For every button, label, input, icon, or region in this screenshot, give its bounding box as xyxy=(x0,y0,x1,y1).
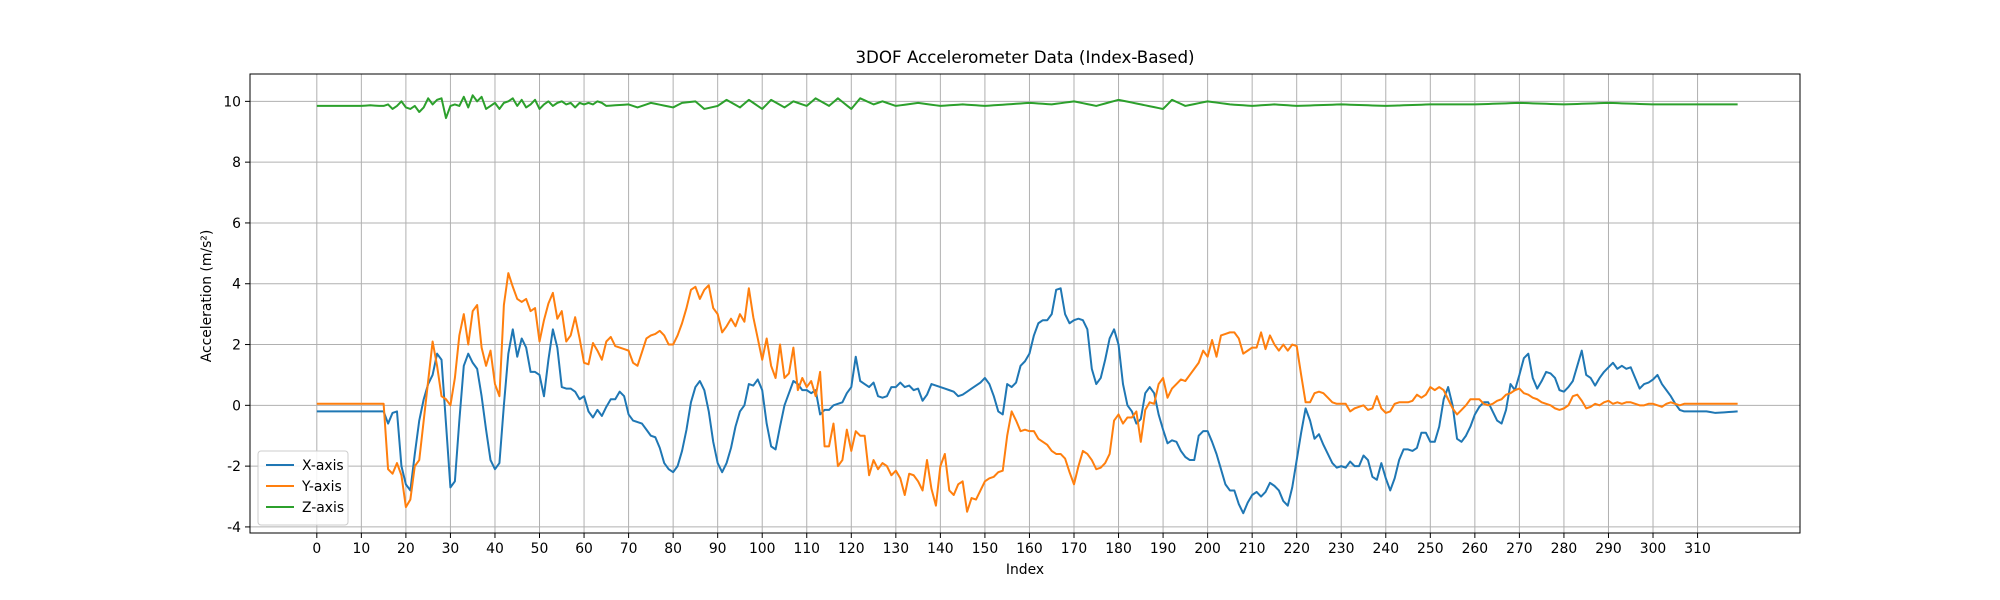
y-tick-label: -4 xyxy=(227,520,241,536)
x-tick-label: 80 xyxy=(664,541,682,557)
x-tick-label: 30 xyxy=(442,541,460,557)
x-tick-label: 70 xyxy=(620,541,638,557)
series-line-x-axis xyxy=(316,287,1738,515)
x-tick-label: 200 xyxy=(1194,541,1221,557)
x-tick-label: 210 xyxy=(1239,541,1266,557)
legend: X-axis Y-axis Z-axis xyxy=(257,450,349,526)
x-tick-label: 60 xyxy=(575,541,593,557)
x-tick-label: 90 xyxy=(709,541,727,557)
x-tick-label: 140 xyxy=(927,541,954,557)
plot-frame xyxy=(249,73,1801,534)
series-line-z-axis xyxy=(316,94,1738,120)
chart-title: 3DOF Accelerometer Data (Index-Based) xyxy=(855,47,1194,67)
x-tick-label: 160 xyxy=(1016,541,1043,557)
x-tick-label: 120 xyxy=(838,541,865,557)
y-tick-label: 2 xyxy=(232,338,241,354)
x-tick-label: 50 xyxy=(531,541,549,557)
x-tick-label: 280 xyxy=(1551,541,1578,557)
y-tick-label: 4 xyxy=(232,277,241,293)
x-tick-label: 40 xyxy=(486,541,504,557)
grid-lines xyxy=(250,74,1800,533)
x-axis-label: Index xyxy=(1006,562,1044,578)
series-lines xyxy=(316,94,1738,515)
legend-label: Z-axis xyxy=(302,500,344,516)
x-tick-label: 240 xyxy=(1373,541,1400,557)
x-tick-label: 10 xyxy=(353,541,371,557)
y-tick-label: 6 xyxy=(232,216,241,232)
x-tick-label: 260 xyxy=(1462,541,1489,557)
legend-label: Y-axis xyxy=(301,479,342,495)
y-axis-label: Acceleration (m/s²) xyxy=(199,230,215,363)
x-tick-label: 110 xyxy=(793,541,820,557)
x-tick-label: 170 xyxy=(1061,541,1088,557)
x-tick-label: 220 xyxy=(1283,541,1310,557)
y-tick-label: 8 xyxy=(232,155,241,171)
y-tick-label: -2 xyxy=(227,459,241,475)
x-tick-label: 20 xyxy=(397,541,415,557)
x-tick-label: 300 xyxy=(1640,541,1667,557)
x-tick-label: 270 xyxy=(1506,541,1533,557)
x-tick-label: 100 xyxy=(749,541,776,557)
x-tick-label: 310 xyxy=(1684,541,1711,557)
axis-ticks: 0 10 20 30 40 50 60 70 80 90 100 110 120 130 140 150 160… xyxy=(223,94,1711,557)
x-tick-label: 230 xyxy=(1328,541,1355,557)
x-tick-label: 130 xyxy=(883,541,910,557)
y-tick-label: 10 xyxy=(223,94,241,110)
x-tick-label: 180 xyxy=(1105,541,1132,557)
series-line-y-axis xyxy=(316,272,1738,513)
x-tick-label: 290 xyxy=(1595,541,1622,557)
legend-label: X-axis xyxy=(302,458,344,474)
x-tick-label: 150 xyxy=(972,541,999,557)
y-tick-label: 0 xyxy=(232,398,241,414)
x-tick-label: 190 xyxy=(1150,541,1177,557)
x-tick-label: 0 xyxy=(312,541,321,557)
x-tick-label: 250 xyxy=(1417,541,1444,557)
